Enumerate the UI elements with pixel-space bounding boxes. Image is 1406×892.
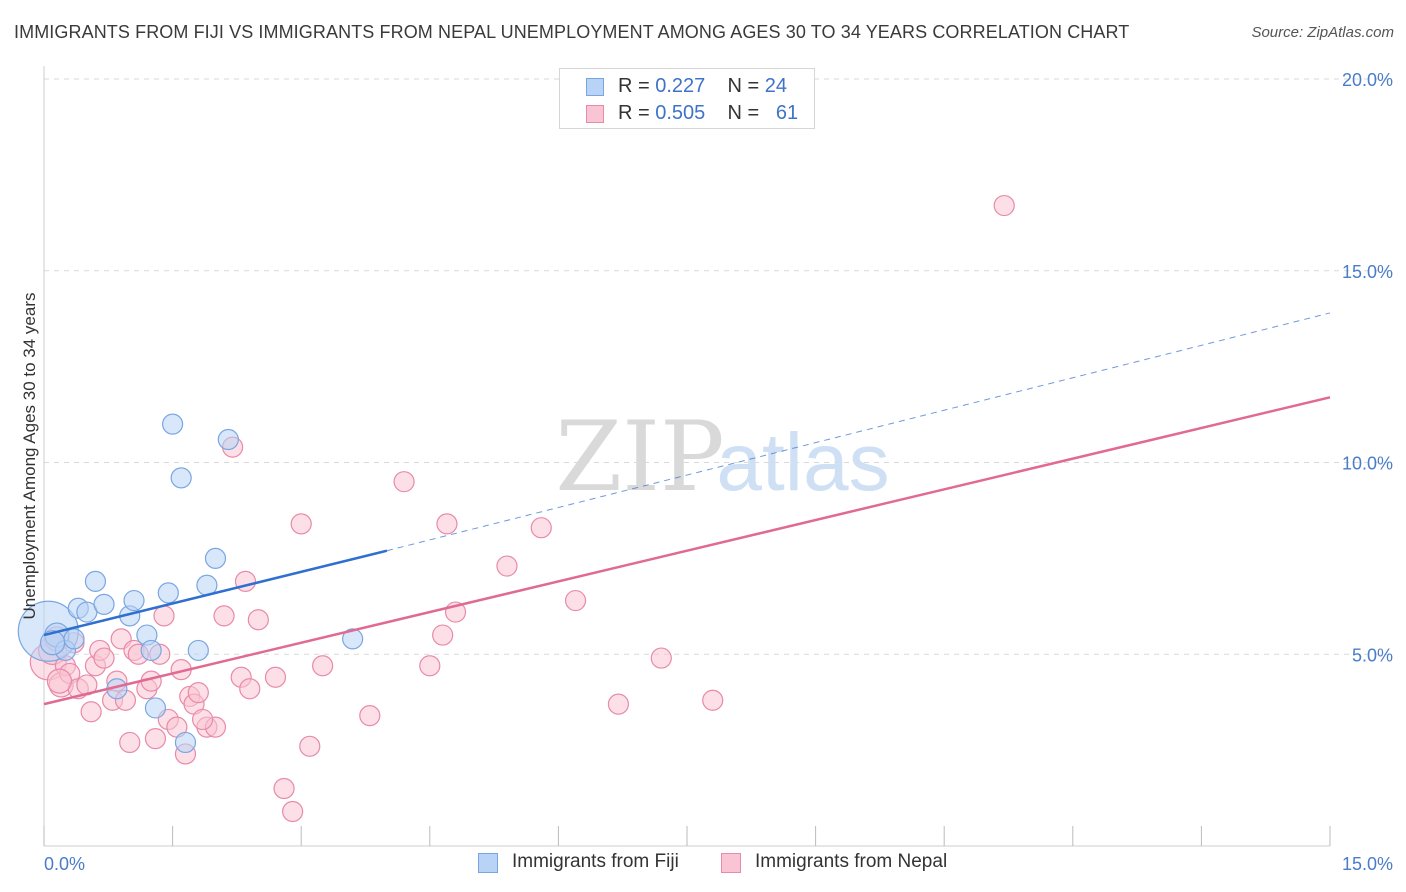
fiji-point bbox=[93, 593, 115, 615]
source-label: Source: ZipAtlas.com bbox=[1251, 24, 1394, 41]
y-tick-label: 5.0% bbox=[1352, 645, 1393, 665]
nepal-point bbox=[144, 728, 167, 750]
nepal-point bbox=[239, 678, 261, 700]
grid-layer bbox=[44, 78, 1390, 655]
nepal-point bbox=[650, 647, 672, 669]
y-axis-label: Unemployment Among Ages 30 to 34 years bbox=[20, 293, 39, 620]
fiji-point bbox=[217, 428, 239, 451]
fiji-r-value: 0.227 bbox=[655, 75, 706, 97]
nepal-point bbox=[564, 589, 587, 612]
nepal-point bbox=[290, 513, 312, 535]
fiji-point bbox=[157, 582, 179, 604]
nepal-point bbox=[80, 701, 102, 723]
nepal-point bbox=[496, 555, 518, 577]
axis-layer: 5.0% 10.0% 15.0% 20.0% 0.0% 15.0% bbox=[43, 66, 1393, 874]
nepal-n-label: N = bbox=[727, 102, 760, 124]
nepal-point bbox=[607, 693, 630, 715]
nepal-point bbox=[192, 708, 214, 731]
fiji-point bbox=[63, 628, 85, 650]
watermark-zip: ZIP bbox=[555, 401, 724, 513]
fiji-point bbox=[123, 589, 145, 612]
nepal-point bbox=[530, 517, 552, 539]
fiji-point bbox=[170, 467, 192, 489]
fiji-points bbox=[17, 413, 364, 754]
nepal-n-value: 61 bbox=[775, 102, 799, 124]
fiji-point bbox=[140, 639, 162, 662]
nepal-point bbox=[312, 655, 334, 677]
nepal-point bbox=[187, 681, 209, 704]
fiji-point bbox=[84, 570, 107, 592]
legend-stats: R = 0.227 N = 24 R = 0.505 N = 61 bbox=[559, 68, 815, 129]
chart-title: IMMIGRANTS FROM FIJI VS IMMIGRANTS FROM … bbox=[14, 22, 1130, 42]
nepal-r-label: R = bbox=[618, 102, 650, 124]
fiji-point bbox=[39, 630, 66, 656]
nepal-point bbox=[393, 471, 415, 493]
fiji-point bbox=[174, 731, 197, 754]
nepal-point bbox=[264, 666, 287, 688]
nepal-point bbox=[419, 655, 441, 677]
fiji-point bbox=[204, 547, 227, 569]
fiji-swatch bbox=[586, 78, 604, 96]
fiji-n-label: N = bbox=[727, 75, 760, 97]
y-tick-label: 15.0% bbox=[1342, 262, 1393, 282]
nepal-point bbox=[432, 624, 454, 646]
fiji-point bbox=[342, 628, 364, 650]
x-tick-label-min: 0.0% bbox=[44, 854, 85, 874]
nepal-r-value: 0.505 bbox=[655, 102, 706, 124]
fiji-r-label: R = bbox=[618, 75, 650, 97]
nepal-point bbox=[359, 705, 381, 727]
fiji-point bbox=[187, 639, 209, 662]
fiji-trend-line bbox=[43, 549, 388, 637]
y-tick-label: 10.0% bbox=[1342, 454, 1393, 474]
nepal-point bbox=[702, 689, 724, 711]
fiji-point bbox=[162, 413, 184, 435]
nepal-point bbox=[247, 609, 269, 631]
nepal-point bbox=[282, 800, 304, 823]
trend-lines bbox=[43, 312, 1331, 706]
nepal-point bbox=[993, 194, 1015, 217]
watermark-atlas: atlas bbox=[716, 417, 889, 508]
nepal-legend-swatch bbox=[721, 853, 741, 873]
x-tick-label-max: 15.0% bbox=[1342, 854, 1393, 874]
fiji-trend-extension bbox=[386, 312, 1331, 552]
nepal-point bbox=[46, 668, 73, 694]
nepal-point bbox=[273, 777, 295, 800]
nepal-point bbox=[93, 647, 115, 669]
nepal-trend-line bbox=[43, 396, 1331, 706]
fiji-legend-label: Immigrants from Fiji bbox=[512, 851, 679, 872]
nepal-legend-label: Immigrants from Nepal bbox=[755, 851, 948, 872]
fiji-legend-swatch bbox=[478, 853, 498, 873]
nepal-swatch bbox=[586, 105, 604, 123]
y-tick-label: 20.0% bbox=[1342, 70, 1393, 90]
nepal-point bbox=[153, 605, 175, 627]
nepal-point bbox=[213, 605, 235, 627]
nepal-point bbox=[119, 731, 141, 754]
nepal-point bbox=[436, 513, 458, 535]
fiji-point bbox=[144, 697, 167, 719]
fiji-n-value: 24 bbox=[764, 75, 788, 97]
nepal-point bbox=[299, 735, 321, 757]
